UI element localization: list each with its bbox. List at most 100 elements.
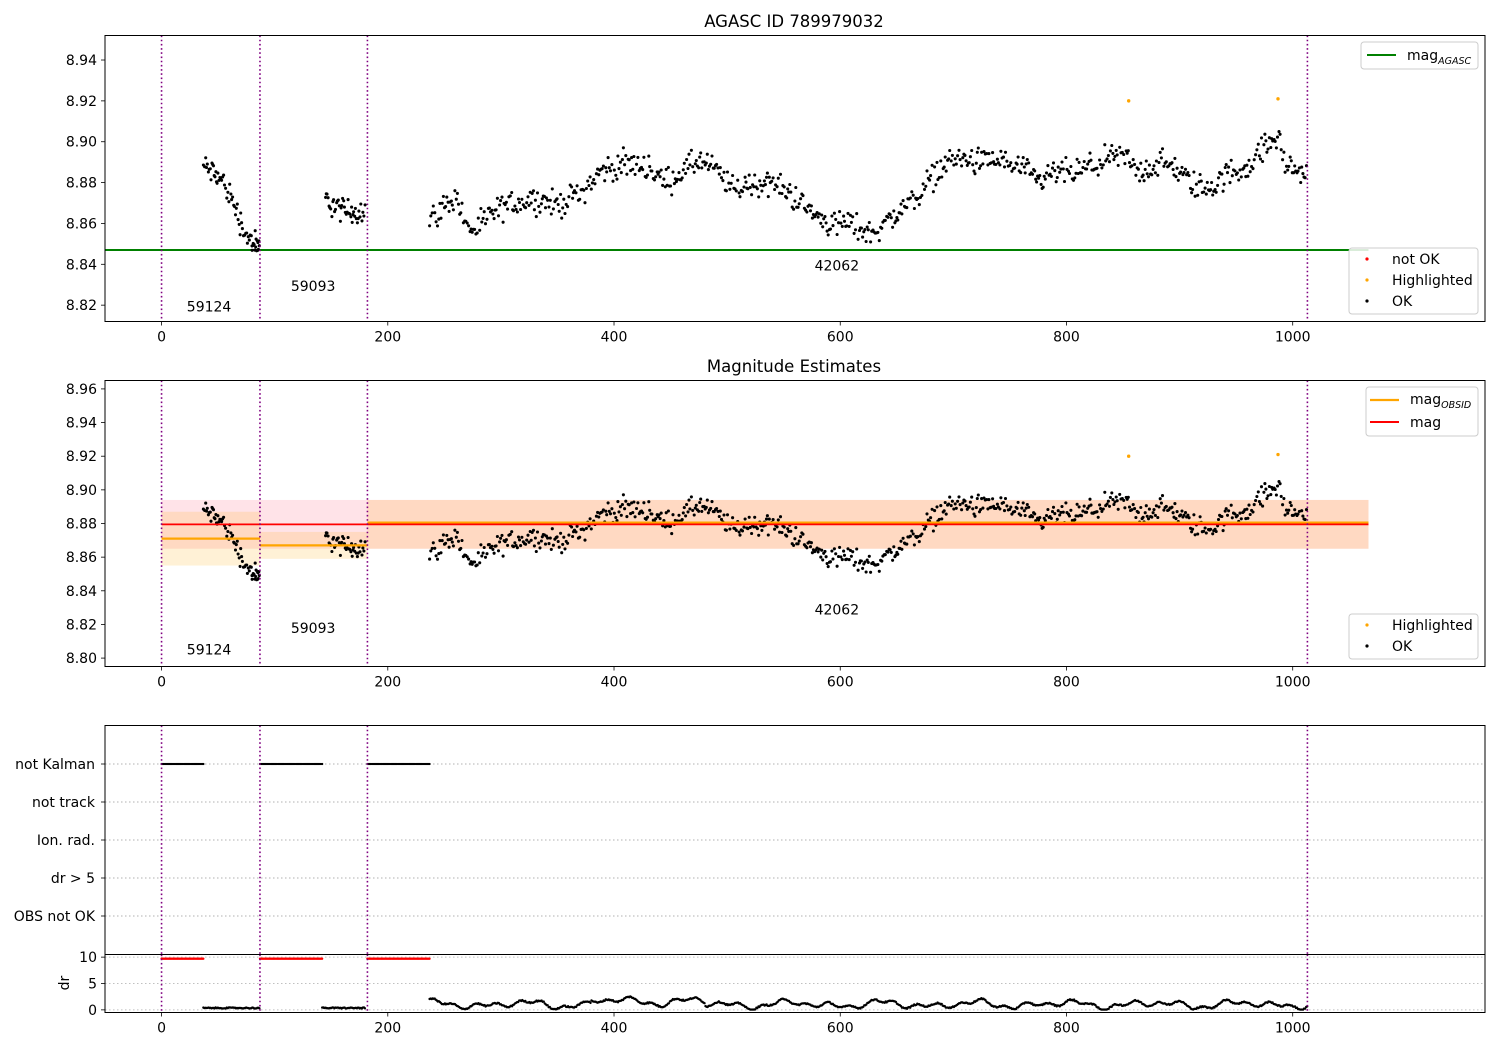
- data-point-ok: [1089, 503, 1093, 507]
- data-point-ok: [852, 563, 856, 567]
- data-point-ok: [516, 197, 521, 201]
- data-point-ok: [440, 201, 444, 205]
- data-point-ok: [447, 545, 451, 549]
- data-point-ok: [1151, 167, 1155, 171]
- data-point-ok: [630, 156, 634, 160]
- data-point-ok: [435, 224, 440, 228]
- data-point-ok: [633, 172, 637, 176]
- data-point-ok: [809, 204, 813, 208]
- data-point-ok: [548, 536, 552, 540]
- data-point-ok: [1211, 532, 1215, 536]
- data-point-ok: [1020, 162, 1024, 166]
- data-point-ok: [480, 220, 484, 224]
- data-point-ok: [1107, 160, 1112, 164]
- data-point-ok: [1186, 170, 1190, 175]
- data-point-ok: [1288, 500, 1292, 505]
- data-point-ok: [623, 163, 627, 167]
- data-point-ok: [716, 509, 720, 513]
- data-point-ok: [808, 209, 813, 213]
- data-point-ok: [738, 195, 742, 199]
- data-point-ok: [1085, 167, 1089, 171]
- data-point-ok: [449, 537, 453, 541]
- data-point-ok: [947, 502, 951, 506]
- data-point-ok: [911, 193, 915, 197]
- data-point-ok: [659, 168, 663, 172]
- data-point-ok: [1130, 164, 1134, 168]
- data-point-ok: [770, 179, 774, 183]
- data-point-ok: [597, 515, 601, 519]
- data-point-ok: [747, 173, 751, 177]
- data-point-ok: [792, 543, 796, 547]
- data-point-ok: [624, 154, 628, 158]
- data-point-ok: [481, 216, 485, 220]
- data-point-ok: [836, 554, 841, 559]
- data-point-ok: [1237, 178, 1241, 182]
- data-point-ok: [922, 527, 927, 531]
- data-point-ok: [750, 193, 754, 197]
- data-point-ok: [832, 547, 836, 551]
- data-point-ok: [517, 538, 522, 542]
- data-point-ok: [1221, 189, 1225, 193]
- data-point-ok: [1081, 165, 1085, 170]
- data-point-ok: [921, 182, 925, 186]
- data-point-ok: [685, 502, 689, 507]
- data-point-ok: [1086, 162, 1090, 166]
- data-point-ok: [600, 167, 604, 171]
- data-point-ok: [612, 168, 616, 172]
- data-point-ok: [666, 165, 670, 169]
- data-point-ok: [684, 514, 688, 518]
- data-point-ok: [467, 224, 471, 228]
- data-point-ok: [706, 168, 710, 172]
- dr-point-ok: [703, 1002, 706, 1005]
- data-point-ok: [605, 513, 609, 517]
- data-point-ok: [948, 495, 952, 499]
- data-point-ok: [557, 209, 561, 213]
- data-point-ok: [869, 570, 873, 574]
- data-point-ok: [1228, 181, 1232, 185]
- data-point-ok: [607, 509, 611, 513]
- data-point-ok: [960, 508, 964, 512]
- data-point-ok: [1222, 182, 1226, 186]
- data-point-ok: [1073, 176, 1077, 180]
- data-point-ok: [824, 221, 828, 225]
- data-point-ok: [336, 536, 340, 540]
- data-point-ok: [237, 222, 241, 226]
- x-tick-label: 200: [374, 1021, 401, 1037]
- data-point-ok: [618, 160, 622, 164]
- legend-obsid-sub: OBSID: [1441, 400, 1471, 411]
- dr-point-ok: [542, 1000, 545, 1003]
- data-point-ok: [631, 511, 635, 515]
- data-point-ok: [624, 499, 628, 503]
- data-point-ok: [453, 528, 457, 532]
- data-point-ok: [819, 555, 823, 559]
- data-point-ok: [687, 498, 691, 502]
- data-point-ok: [338, 219, 342, 223]
- data-point-ok: [445, 195, 449, 199]
- data-point-ok: [980, 497, 984, 501]
- data-point-ok: [681, 168, 685, 172]
- data-point-ok: [1289, 503, 1293, 508]
- data-point-ok: [608, 169, 613, 173]
- data-point-ok: [931, 529, 935, 533]
- panel-1-points: [201, 97, 1309, 253]
- data-point-ok: [785, 534, 789, 538]
- data-point-ok: [949, 504, 953, 508]
- data-point-ok: [924, 524, 928, 529]
- data-point-ok: [650, 169, 654, 173]
- data-point-ok: [1136, 510, 1140, 515]
- data-point-ok: [925, 512, 929, 516]
- data-point-ok: [778, 191, 782, 195]
- data-point-ok: [1164, 160, 1168, 164]
- data-point-ok: [942, 509, 946, 513]
- data-point-ok: [642, 501, 646, 505]
- data-point-ok: [994, 506, 998, 511]
- data-point-ok: [362, 549, 366, 553]
- data-point-ok: [755, 187, 759, 191]
- data-point-ok: [232, 204, 236, 208]
- data-point-ok: [1054, 180, 1058, 184]
- data-point-ok: [773, 527, 777, 531]
- data-point-ok: [975, 150, 979, 154]
- data-point-ok: [1191, 187, 1195, 192]
- data-point-ok: [1245, 163, 1249, 167]
